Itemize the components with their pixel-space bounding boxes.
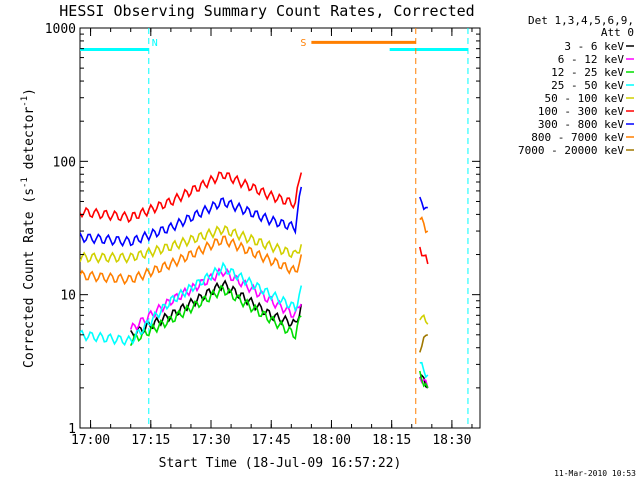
series-line-8 xyxy=(419,334,429,353)
legend-label: 800 - 7000 keV xyxy=(531,131,624,144)
legend-label: 6 - 12 keV xyxy=(558,53,625,66)
flag-lines xyxy=(80,28,469,428)
series-line-0 xyxy=(130,279,429,389)
legend-label: 50 - 100 keV xyxy=(545,92,625,105)
footer-date: 11-Mar-2010 10:53 xyxy=(554,469,636,478)
series-line-2 xyxy=(129,284,429,389)
x-tick-label: 17:15 xyxy=(131,433,170,448)
x-axis: 17:00 17:15 17:30 17:45 18:00 18:15 18:30 xyxy=(71,28,473,448)
x-tick-label: 17:45 xyxy=(252,433,291,448)
series-line-1 xyxy=(129,267,429,389)
series-line-5 xyxy=(80,171,429,265)
legend-title: Det 1,3,4,5,6,9, xyxy=(528,14,634,27)
x-tick-label: 17:30 xyxy=(191,433,230,448)
y-axis: 1 10 100 1000 xyxy=(45,22,480,437)
legend-label: 25 - 50 keV xyxy=(551,79,624,92)
series-line-7 xyxy=(80,216,429,286)
series-line-6 xyxy=(80,186,428,248)
x-tick-label: 17:00 xyxy=(71,433,110,448)
y-axis-label-start: Corrected Count Rate (s xyxy=(22,188,37,368)
x-tick-label: 18:30 xyxy=(432,433,471,448)
y-tick-label: 100 xyxy=(53,155,76,170)
y-axis-label: Corrected Count Rate (s-1 detector-1) xyxy=(20,88,37,368)
chart-title: HESSI Observing Summary Count Rates, Cor… xyxy=(59,2,474,20)
y-tick-label: 10 xyxy=(60,289,76,304)
annotation-label: N xyxy=(152,38,158,49)
y-axis-label-sup1: -1 xyxy=(20,177,30,188)
annotation-label: S xyxy=(300,38,306,49)
x-tick-label: 18:15 xyxy=(372,433,411,448)
x-tick-label: 18:00 xyxy=(312,433,351,448)
legend-title: Att 0 xyxy=(601,26,634,39)
legend-label: 100 - 300 keV xyxy=(538,105,624,118)
y-axis-label-mid: detector xyxy=(22,107,37,178)
x-axis-label: Start Time (18-Jul-09 16:57:22) xyxy=(159,456,402,471)
y-tick-label: 1000 xyxy=(45,22,76,37)
plot-frame xyxy=(79,27,481,429)
legend-label: 12 - 25 keV xyxy=(551,66,624,79)
y-tick-label: 1 xyxy=(68,422,76,437)
y-axis-label-end: ) xyxy=(22,88,37,96)
y-axis-label-sup2: -1 xyxy=(20,96,30,107)
legend-label: 7000 - 20000 keV xyxy=(518,144,624,157)
series-lines xyxy=(80,171,429,389)
legend-label: 3 - 6 keV xyxy=(564,40,624,53)
series-line-3 xyxy=(80,261,429,379)
legend-label: 300 - 800 keV xyxy=(538,118,624,131)
plot-area: 17:00 17:15 17:30 17:45 18:00 18:15 18:30 1101… xyxy=(45,22,481,448)
series-line-4 xyxy=(80,224,429,325)
